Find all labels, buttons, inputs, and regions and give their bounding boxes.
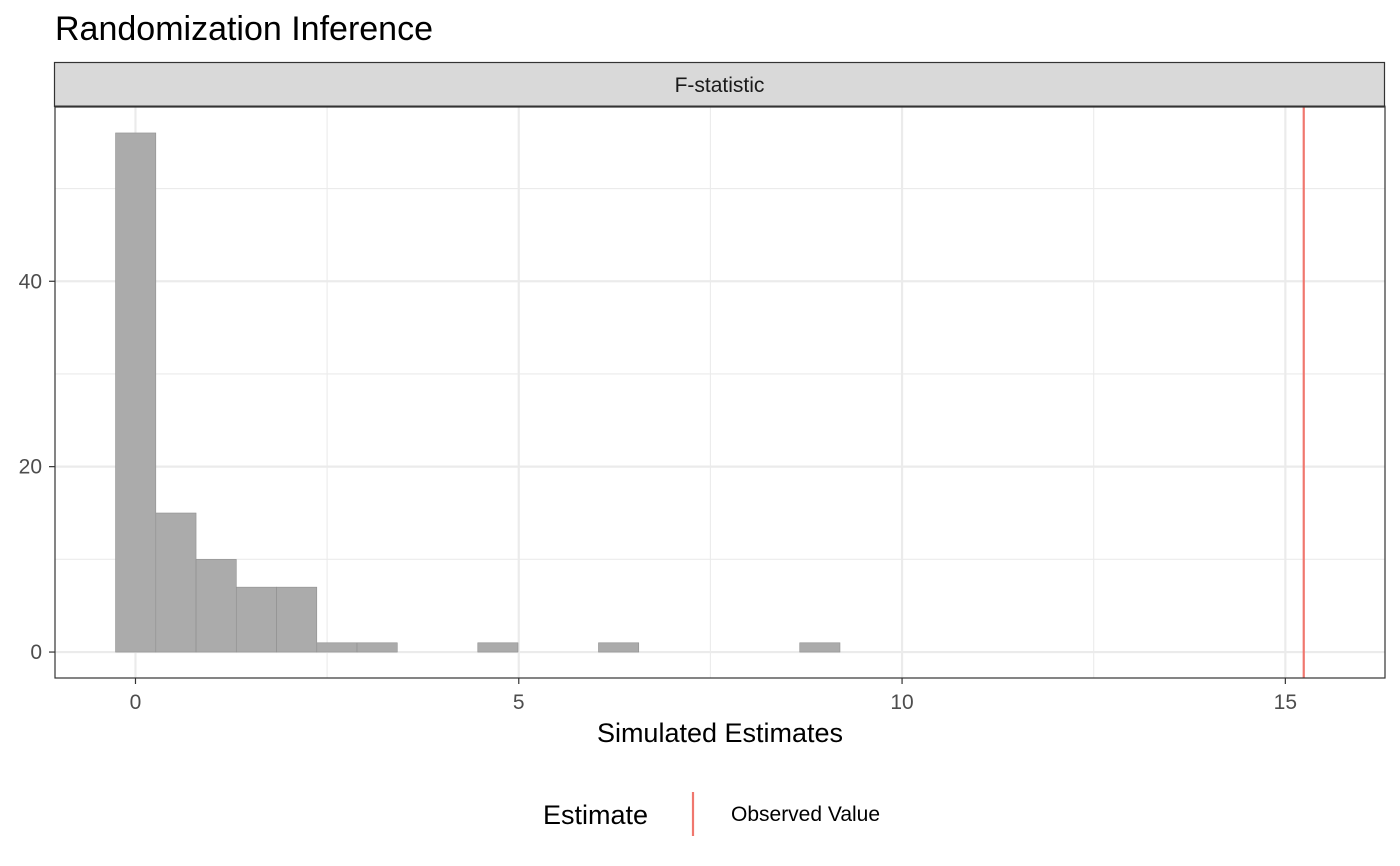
histogram-bar: [235, 586, 277, 653]
histogram-bar: [115, 132, 157, 653]
x-tick-label: 0: [130, 691, 142, 714]
legend: Estimate Observed Value: [543, 792, 880, 836]
x-tick-label: 10: [890, 691, 913, 714]
plot-panel: [55, 107, 1385, 678]
x-tick-label: 5: [513, 691, 525, 714]
y-tick-label: 0: [30, 641, 42, 664]
chart-title: Randomization Inference: [55, 10, 433, 48]
histogram-bars: [115, 132, 841, 653]
y-tick-label: 20: [19, 456, 42, 479]
histogram-bar: [155, 512, 197, 653]
histogram-bar: [356, 642, 398, 653]
y-tick-label: 40: [19, 270, 42, 293]
histogram-bar: [598, 642, 640, 653]
x-axis-label: Simulated Estimates: [597, 718, 843, 748]
legend-title: Estimate: [543, 800, 648, 830]
x-tick-label: 15: [1274, 691, 1297, 714]
histogram-bar: [477, 642, 519, 653]
y-axis: 0 20 40: [19, 270, 55, 664]
histogram-bar: [276, 586, 318, 653]
histogram-bar: [799, 642, 841, 653]
grid-minor: [55, 107, 1385, 678]
legend-label-observed-value: Observed Value: [731, 803, 880, 826]
facet-strip: [53, 61, 1386, 108]
histogram-bar: [195, 559, 237, 653]
histogram-bar: [316, 642, 358, 653]
x-axis: 0 5 10 15: [130, 678, 1297, 714]
facet-strip-label: F-statistic: [675, 74, 765, 97]
